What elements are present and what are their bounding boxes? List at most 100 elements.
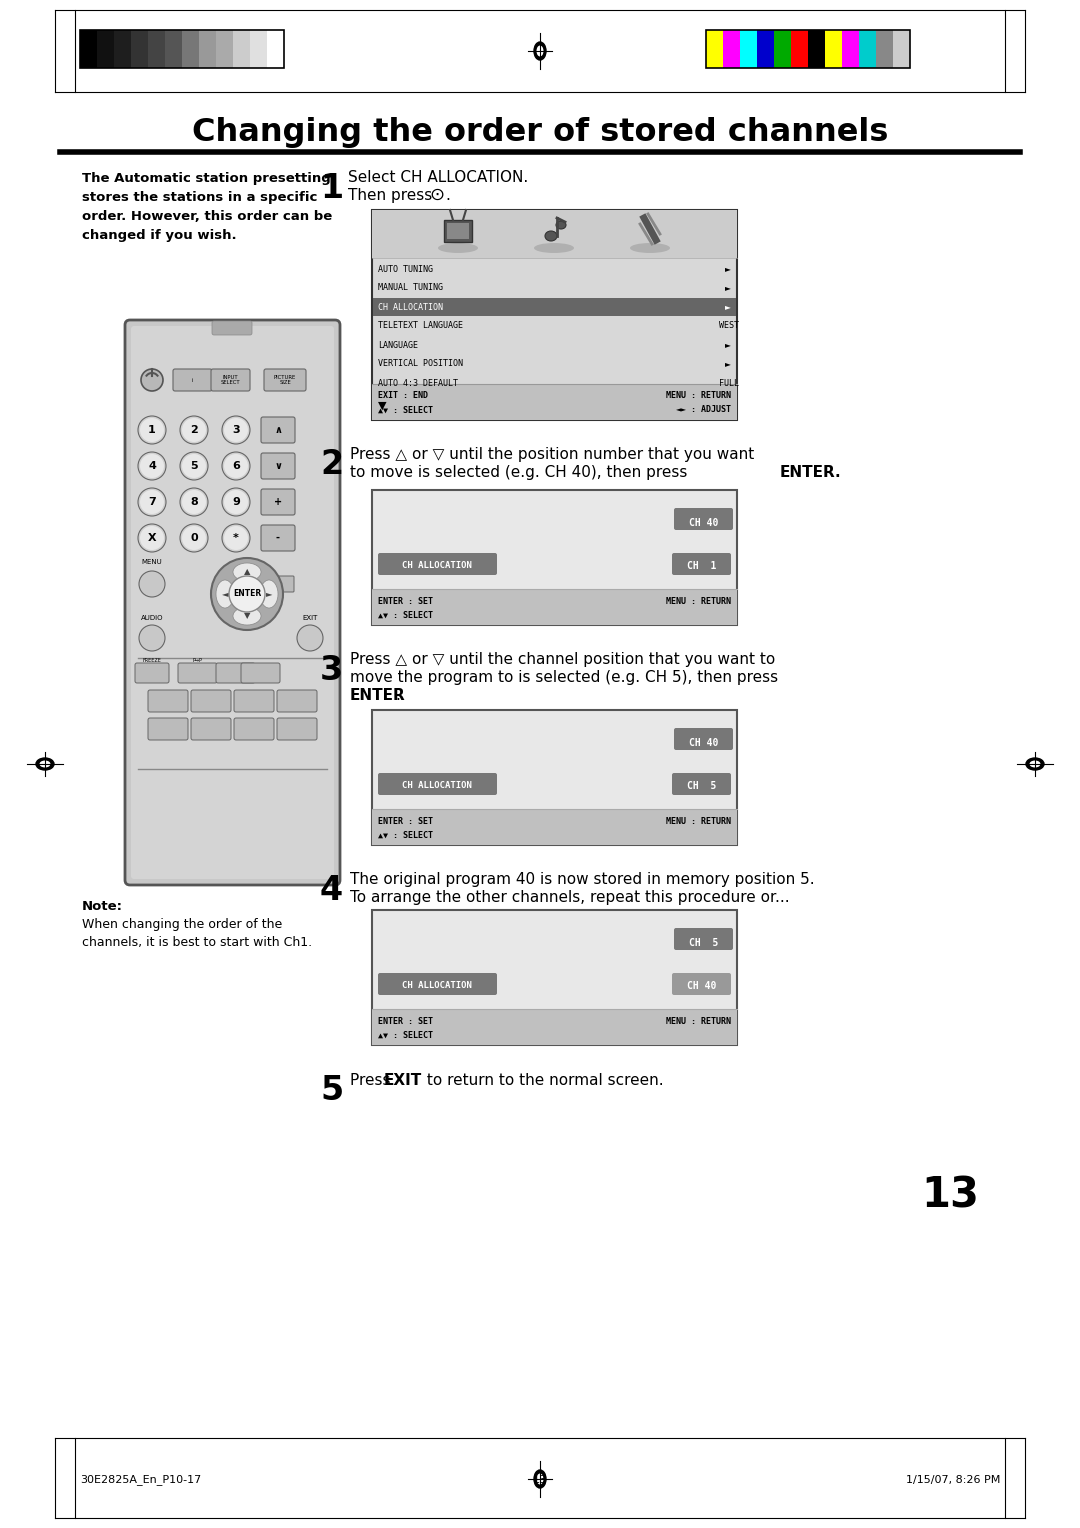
Bar (114, 31, 131, 69)
Text: 30E2825A_En_P10-17: 30E2825A_En_P10-17 (80, 1475, 201, 1485)
Circle shape (183, 454, 206, 478)
Text: 3: 3 (320, 654, 343, 686)
FancyBboxPatch shape (378, 553, 497, 575)
Bar (216, 31, 233, 69)
Text: AUTO TUNING: AUTO TUNING (378, 264, 433, 274)
Circle shape (138, 524, 166, 552)
Bar (249, 31, 267, 69)
Ellipse shape (1026, 758, 1044, 770)
Text: 13: 13 (921, 1174, 978, 1216)
Text: P→P: P→P (192, 659, 202, 663)
Bar (372, 911, 737, 1045)
Text: MENU : RETURN: MENU : RETURN (666, 391, 731, 400)
Circle shape (183, 419, 206, 442)
Ellipse shape (233, 607, 261, 625)
Ellipse shape (537, 1473, 543, 1485)
Text: ▲▼ : SELECT: ▲▼ : SELECT (378, 611, 433, 619)
Bar (372, 209, 737, 258)
Text: X: X (148, 533, 157, 542)
Bar (372, 384, 737, 420)
FancyBboxPatch shape (672, 973, 731, 995)
Circle shape (140, 454, 164, 478)
FancyBboxPatch shape (148, 718, 188, 740)
FancyBboxPatch shape (211, 368, 249, 391)
Text: Changing the order of stored channels: Changing the order of stored channels (192, 116, 888, 148)
Text: AUTO 4:3 DEFAULT: AUTO 4:3 DEFAULT (378, 379, 458, 388)
Circle shape (180, 487, 208, 516)
Text: 9: 9 (232, 497, 240, 507)
Ellipse shape (556, 222, 566, 229)
Text: ∨: ∨ (274, 461, 282, 471)
Text: 4: 4 (320, 874, 343, 906)
Bar (808, 31, 825, 69)
FancyBboxPatch shape (278, 576, 294, 591)
Text: ▲▼ : SELECT: ▲▼ : SELECT (378, 405, 433, 414)
Text: 5: 5 (320, 1074, 343, 1108)
Text: 8: 8 (190, 497, 198, 507)
Text: ▼: ▼ (244, 611, 251, 620)
Circle shape (183, 526, 206, 550)
Text: The Automatic station presetting
stores the stations in a specific
order. Howeve: The Automatic station presetting stores … (82, 173, 333, 241)
Text: Press: Press (350, 1073, 395, 1088)
FancyBboxPatch shape (234, 718, 274, 740)
Circle shape (138, 487, 166, 516)
Bar (876, 31, 893, 69)
Text: 7: 7 (148, 497, 156, 507)
Text: Select CH ALLOCATION.: Select CH ALLOCATION. (348, 170, 528, 185)
FancyBboxPatch shape (173, 368, 212, 391)
Ellipse shape (534, 243, 573, 254)
Text: ►: ► (725, 284, 731, 292)
FancyBboxPatch shape (191, 691, 231, 712)
Text: EXIT: EXIT (302, 614, 318, 620)
Circle shape (140, 490, 164, 513)
Text: MANUAL TUNING: MANUAL TUNING (378, 284, 443, 292)
Text: PICTURE
SIZE: PICTURE SIZE (274, 374, 296, 385)
Text: ►: ► (725, 303, 731, 312)
FancyBboxPatch shape (378, 773, 497, 795)
Text: The original program 40 is now stored in memory position 5.: The original program 40 is now stored in… (350, 872, 814, 886)
Text: AUDIO: AUDIO (140, 614, 163, 620)
Circle shape (297, 625, 323, 651)
FancyBboxPatch shape (261, 489, 295, 515)
FancyBboxPatch shape (276, 718, 318, 740)
Bar (774, 31, 791, 69)
Text: ◄: ◄ (221, 590, 228, 599)
Text: Then press: Then press (348, 188, 437, 203)
Bar (80, 31, 284, 69)
Ellipse shape (260, 581, 278, 608)
Bar (373, 298, 735, 316)
Text: CH 40: CH 40 (687, 981, 717, 992)
Bar (893, 31, 910, 69)
Text: MENU : RETURN: MENU : RETURN (666, 1016, 731, 1025)
FancyBboxPatch shape (672, 553, 731, 575)
Text: ▲▼ : SELECT: ▲▼ : SELECT (378, 831, 433, 839)
Ellipse shape (537, 46, 543, 57)
Text: Note:: Note: (82, 900, 123, 914)
Bar (165, 31, 183, 69)
Circle shape (224, 419, 248, 442)
Text: Press △ or ▽ until the position number that you want: Press △ or ▽ until the position number t… (350, 448, 754, 461)
Text: WEST: WEST (719, 321, 739, 330)
Circle shape (211, 558, 283, 630)
Ellipse shape (438, 243, 478, 254)
Text: ⊙: ⊙ (429, 186, 444, 205)
FancyBboxPatch shape (276, 691, 318, 712)
Text: CH 40: CH 40 (689, 738, 718, 749)
Ellipse shape (630, 243, 670, 254)
FancyBboxPatch shape (212, 321, 252, 335)
Circle shape (139, 625, 165, 651)
Text: .: . (445, 188, 450, 203)
Text: to move is selected (e.g. CH 40), then press: to move is selected (e.g. CH 40), then p… (350, 465, 692, 480)
Circle shape (138, 452, 166, 480)
Bar (199, 31, 216, 69)
Circle shape (224, 526, 248, 550)
Text: FREEZE: FREEZE (143, 659, 161, 663)
Text: MENU: MENU (141, 559, 162, 565)
Text: INPUT
SELECT: INPUT SELECT (220, 374, 240, 385)
Bar (842, 31, 859, 69)
Text: CH ALLOCATION: CH ALLOCATION (402, 781, 472, 790)
FancyBboxPatch shape (148, 691, 188, 712)
Bar (825, 31, 842, 69)
Text: ENTER : SET: ENTER : SET (378, 816, 433, 825)
FancyBboxPatch shape (191, 718, 231, 740)
